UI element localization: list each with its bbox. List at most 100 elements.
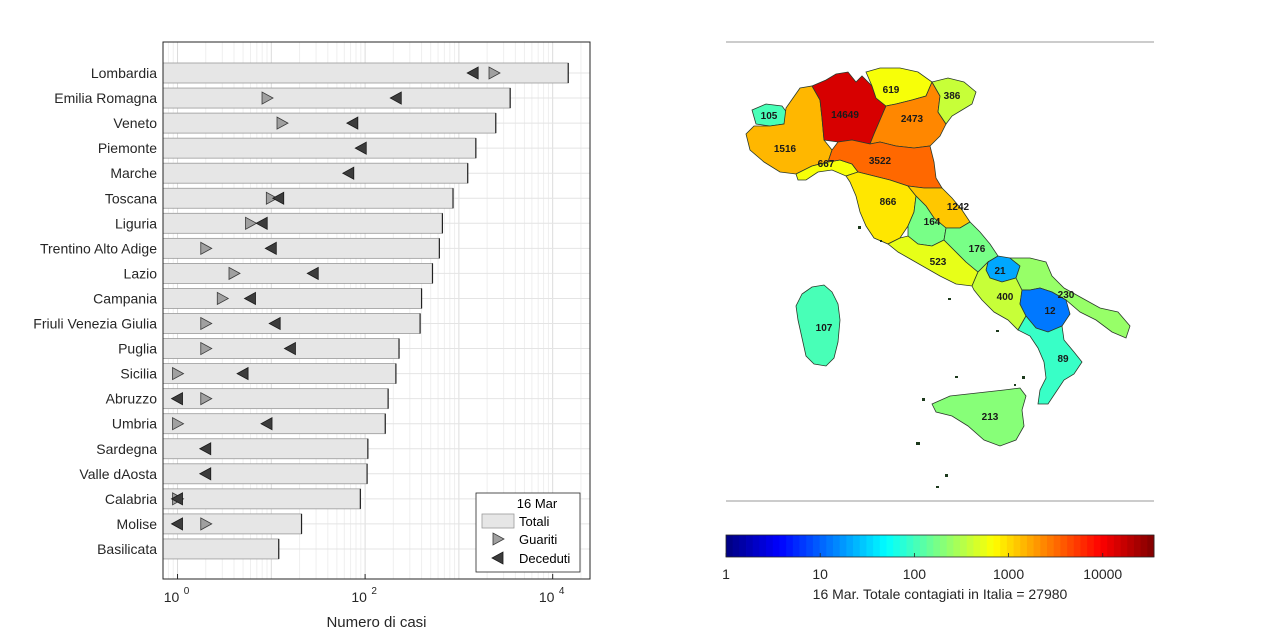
colorbar-cell bbox=[1147, 535, 1155, 557]
region-veneto bbox=[869, 81, 947, 149]
colorbar-cell bbox=[986, 535, 994, 557]
category-label: Friuli Venezia Giulia bbox=[33, 316, 157, 332]
region-sardegna bbox=[795, 284, 841, 367]
marker-guariti bbox=[228, 266, 241, 281]
colorbar-cell bbox=[879, 535, 887, 557]
marker-guariti bbox=[245, 216, 258, 230]
bar-puglia bbox=[162, 338, 400, 359]
region-sicilia bbox=[931, 387, 1027, 447]
marker-guariti bbox=[200, 316, 213, 331]
x-tick-labels: 10 0 10 2 10 4 bbox=[164, 574, 565, 605]
marker-deceduti bbox=[354, 141, 367, 155]
region-label: 866 bbox=[880, 197, 897, 208]
colorbar-cell bbox=[873, 535, 881, 557]
island-egadi bbox=[922, 398, 925, 401]
bar-liguria bbox=[162, 212, 443, 234]
colorbar-cell bbox=[1020, 535, 1028, 557]
colorbar: 1 10 100 1000 10000 16 Mar. Totale contagiat… bbox=[722, 534, 1155, 602]
marker-guariti bbox=[200, 391, 213, 406]
bar-chart: Lombardia Emilia Romagna Veneto Piemonte Mar… bbox=[33, 41, 591, 631]
category-label: Toscana bbox=[105, 190, 157, 206]
marker-guariti bbox=[200, 241, 213, 256]
colorbar-cell bbox=[766, 535, 774, 557]
marker-guariti bbox=[488, 66, 501, 80]
category-label: Molise bbox=[117, 516, 158, 532]
colorbar-cell bbox=[960, 535, 968, 557]
colorbar-cell bbox=[966, 535, 974, 557]
colorbar-cell bbox=[846, 535, 854, 557]
category-label: Calabria bbox=[105, 491, 157, 507]
category-label: Umbria bbox=[112, 416, 157, 432]
island-linosa bbox=[945, 474, 948, 477]
x-tick-exponent: 2 bbox=[371, 586, 377, 597]
colorbar-cell bbox=[913, 535, 921, 557]
colorbar-frame bbox=[725, 534, 1155, 558]
region-label: 105 bbox=[761, 111, 778, 122]
island-capri bbox=[996, 330, 999, 332]
colorbar-cell bbox=[1100, 535, 1108, 557]
marker-guariti bbox=[261, 91, 274, 105]
marker-series-deceduti bbox=[170, 66, 479, 531]
colorbar-cell bbox=[1033, 535, 1041, 557]
island-ponza bbox=[948, 298, 951, 300]
bar-basilicata bbox=[162, 538, 280, 560]
marker-series-guariti bbox=[172, 66, 501, 531]
bar-sicilia bbox=[162, 363, 397, 385]
colorbar-cell bbox=[839, 535, 847, 557]
colorbar-cell bbox=[1087, 535, 1095, 557]
marker-deceduti bbox=[243, 291, 256, 306]
island-eolie-2 bbox=[1014, 384, 1016, 386]
island-lampedusa bbox=[936, 486, 939, 488]
x-tick-label: 10 bbox=[539, 589, 555, 605]
marker-deceduti bbox=[236, 366, 249, 381]
category-label: Liguria bbox=[115, 215, 157, 231]
marker-guariti bbox=[172, 366, 185, 381]
colorbar-tick-label: 100 bbox=[903, 566, 927, 582]
colorbar-cell bbox=[1120, 535, 1128, 557]
category-label: Piemonte bbox=[98, 140, 157, 156]
bar-plot-frame bbox=[162, 41, 591, 580]
bar-calabria bbox=[162, 488, 361, 510]
bar-lombardia bbox=[162, 62, 569, 84]
colorbar-tick-label: 10000 bbox=[1083, 566, 1122, 582]
legend-marker-deceduti bbox=[491, 551, 504, 565]
bar-veneto bbox=[162, 112, 497, 134]
region-emilia-romagna bbox=[827, 139, 943, 189]
marker-deceduti bbox=[306, 266, 319, 281]
colorbar-cell bbox=[1140, 535, 1148, 557]
marker-deceduti bbox=[170, 517, 183, 531]
category-label: Veneto bbox=[113, 115, 157, 131]
colorbar-cell bbox=[726, 535, 734, 557]
region-label: 164 bbox=[924, 217, 941, 228]
colorbar-cell bbox=[1113, 535, 1121, 557]
region-label: 2473 bbox=[901, 114, 924, 125]
colorbar-cell bbox=[746, 535, 754, 557]
colorbar-cell bbox=[1013, 535, 1021, 557]
colorbar-cell bbox=[1080, 535, 1088, 557]
colorbar-cell bbox=[853, 535, 861, 557]
bar-lazio bbox=[162, 262, 433, 284]
legend-title: 16 Mar bbox=[517, 496, 558, 511]
colorbar-cell bbox=[752, 535, 760, 557]
island-elba bbox=[858, 226, 861, 229]
region-label: 400 bbox=[997, 292, 1014, 303]
colorbar-cell bbox=[980, 535, 988, 557]
colorbar-cell bbox=[866, 535, 874, 557]
legend-label-guariti: Guariti bbox=[519, 532, 557, 547]
colorbar-cell bbox=[886, 535, 894, 557]
marker-deceduti bbox=[271, 191, 285, 205]
legend-swatch-totali bbox=[481, 513, 515, 529]
region-label: 1516 bbox=[774, 144, 797, 155]
colorbar-tick-label: 1 bbox=[722, 566, 730, 582]
marker-deceduti bbox=[466, 66, 479, 80]
category-label: Valle dAosta bbox=[79, 466, 157, 482]
colorbar-cell bbox=[806, 535, 814, 557]
marker-guariti bbox=[265, 191, 279, 205]
colorbar-cell bbox=[953, 535, 961, 557]
x-tick-label: 10 bbox=[351, 589, 367, 605]
marker-deceduti bbox=[198, 467, 212, 481]
colorbar-cell bbox=[739, 535, 747, 557]
x-tick-exponent: 4 bbox=[559, 586, 565, 597]
